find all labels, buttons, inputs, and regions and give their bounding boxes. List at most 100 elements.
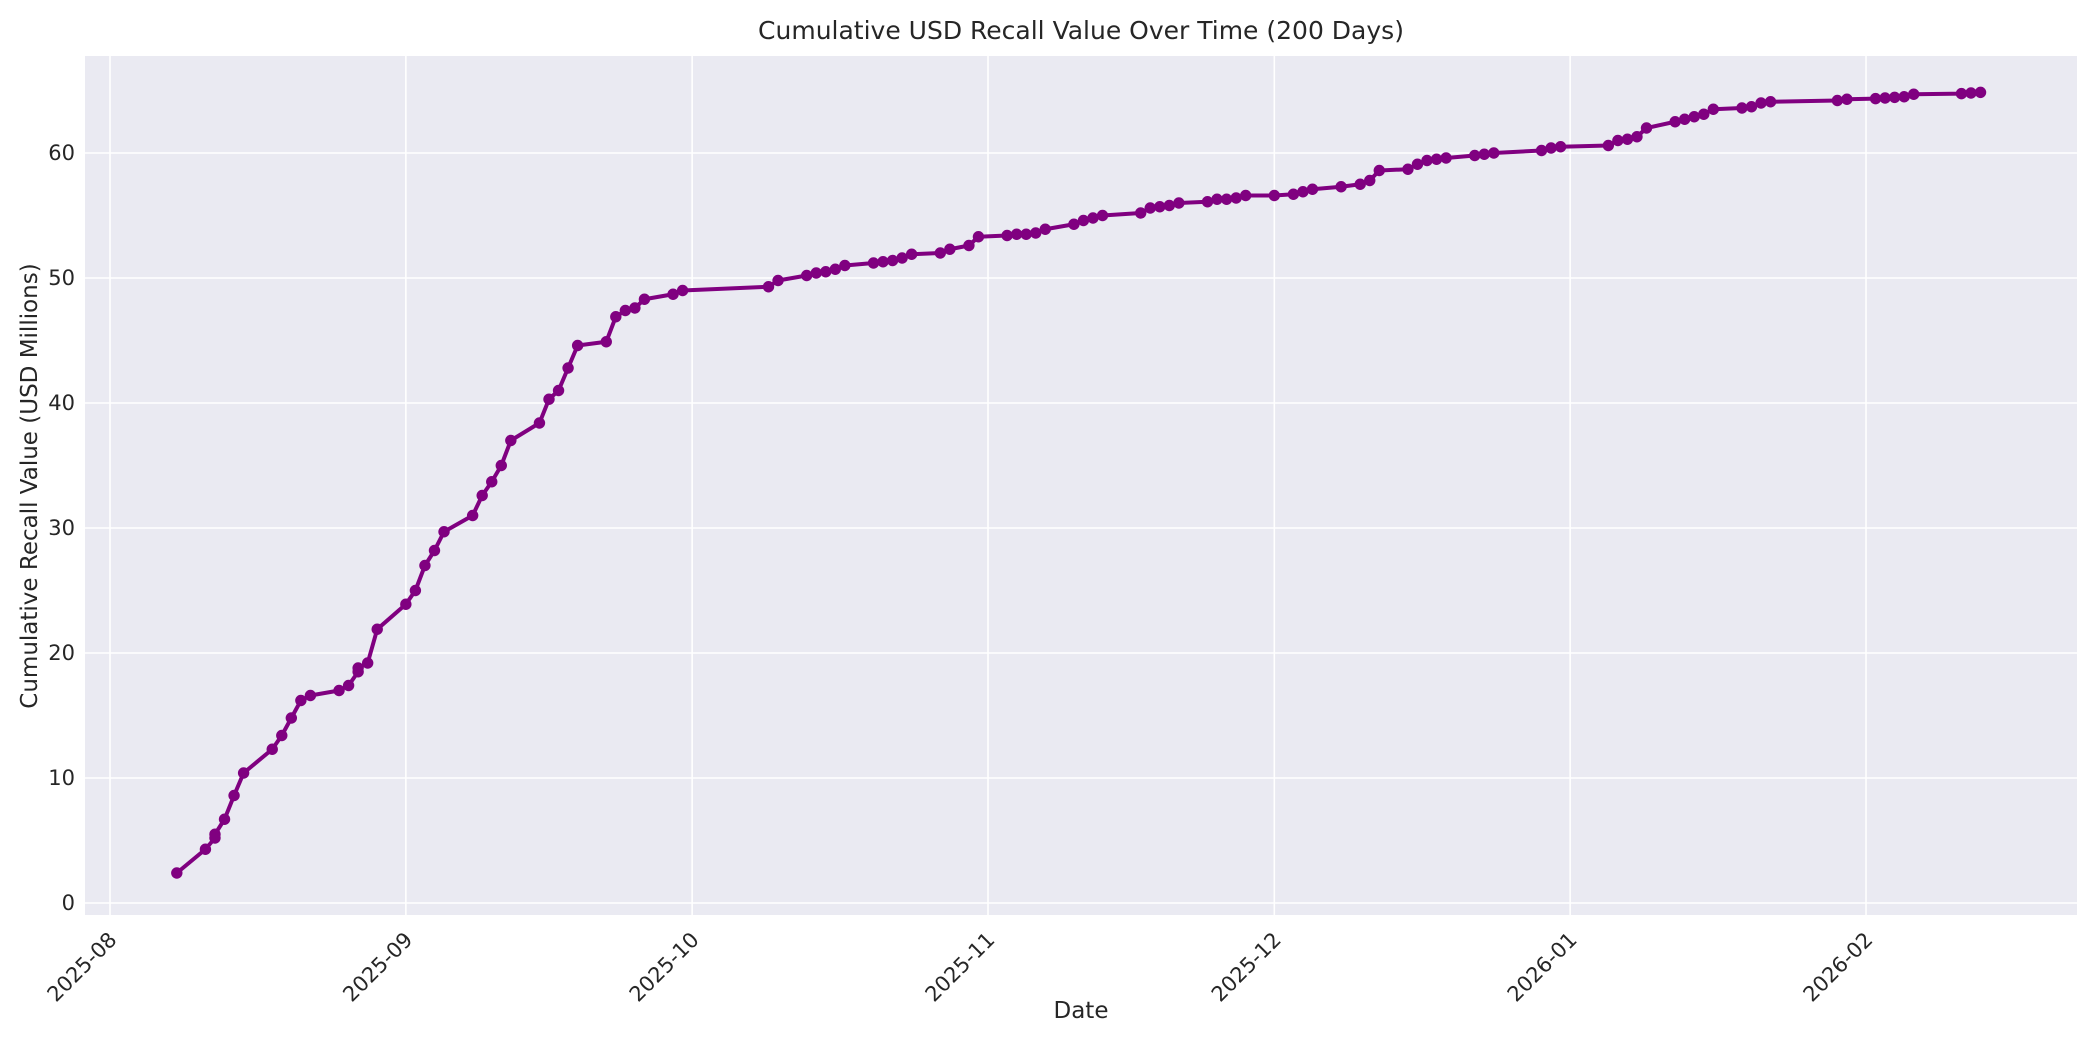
data-point [304,689,317,702]
data-point [228,789,240,802]
data-point [171,867,183,879]
data-point [1440,152,1452,164]
data-point [1134,207,1147,219]
data-point [1173,197,1185,209]
data-point [218,813,231,825]
data-point [1402,163,1414,175]
y-tick-label: 40 [48,391,75,415]
data-point [552,384,565,397]
data-point [638,293,651,305]
data-point [619,304,632,317]
data-point [1736,102,1748,114]
data-point [934,247,946,259]
data-point [1421,154,1433,167]
data-point [438,526,450,538]
data-point [1535,144,1548,157]
data-point [839,259,851,272]
data-point [543,393,555,405]
data-point [1898,91,1910,103]
data-point [629,302,641,314]
data-point [562,362,574,374]
data-point [810,267,822,279]
data-point [1154,201,1166,213]
data-point [1268,189,1281,202]
data-point [1640,122,1653,134]
data-point [1096,209,1109,222]
y-tick-label: 20 [48,641,75,665]
x-tick-label: 2025-09 [338,928,417,1007]
data-point [1545,142,1557,154]
data-point [1373,164,1385,177]
data-point [1001,229,1013,242]
data-point [1239,189,1252,202]
data-point [266,743,278,755]
data-point [829,263,842,275]
data-point [276,729,288,742]
data-point [400,598,412,610]
data-point [972,231,985,243]
data-point [419,559,431,572]
data-point [1965,87,1977,99]
data-point [1364,174,1376,187]
data-point [1077,214,1090,227]
data-point [1888,91,1901,104]
data-point [1955,87,1968,100]
data-point [476,489,488,502]
data-point [342,679,355,692]
data-point [1602,139,1615,152]
data-point [820,266,832,278]
x-axis-label: Date [1053,998,1109,1024]
data-point [1869,92,1882,105]
y-tick-label: 30 [48,516,75,540]
x-tick-label: 2025-11 [921,928,1000,1007]
data-point [1879,92,1891,104]
data-point [676,284,689,297]
data-point [1974,86,1987,99]
data-point [1478,148,1490,160]
data-point [295,694,307,707]
data-point [1745,101,1758,113]
data-point [1621,133,1634,145]
data-point [1612,134,1624,147]
data-point [905,248,918,260]
data-point [209,828,221,840]
chart-title: Cumulative USD Recall Value Over Time (2… [758,16,1404,45]
y-tick-label: 0 [62,891,75,915]
data-point [667,288,679,300]
data-point [1698,108,1710,120]
data-point [1297,186,1309,198]
data-point [1020,228,1032,240]
data-point [486,476,498,488]
data-point [610,311,622,323]
x-tick-label: 2026-01 [1503,928,1582,1007]
data-point [1230,192,1242,204]
data-point [800,269,813,282]
data-point [772,274,784,287]
data-point [1306,183,1319,195]
data-point [361,657,374,669]
data-point [1354,178,1366,190]
data-point [1010,228,1023,240]
x-tick-label: 2026-02 [1799,928,1878,1007]
data-point [1831,94,1844,107]
data-point [1087,212,1099,224]
data-point [237,767,250,779]
data-point [285,712,298,724]
data-point [533,417,546,429]
y-tick-label: 60 [48,141,75,165]
data-point [1335,181,1347,193]
data-point [877,256,889,268]
data-point [352,662,364,674]
data-point [867,257,880,269]
data-point [495,459,507,472]
data-point [1068,218,1080,230]
data-point [1430,153,1443,165]
data-point [371,623,383,635]
data-point [1411,158,1424,170]
data-point [1030,227,1042,239]
data-point [199,843,212,855]
plot-area [85,56,2077,915]
data-point [409,584,422,597]
